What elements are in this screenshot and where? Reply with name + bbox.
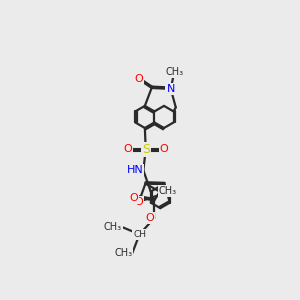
Text: CH₃: CH₃ (159, 186, 177, 196)
Text: S: S (142, 143, 150, 156)
Text: O: O (123, 144, 132, 154)
Text: HN: HN (127, 165, 143, 176)
Text: O: O (146, 213, 154, 223)
Text: O: O (134, 74, 143, 84)
Text: O: O (160, 144, 168, 154)
Text: CH₃: CH₃ (165, 67, 183, 77)
Text: CH: CH (133, 230, 146, 239)
Text: N: N (167, 84, 175, 94)
Text: O: O (129, 193, 138, 202)
Text: CH₃: CH₃ (104, 222, 122, 232)
Text: O: O (134, 196, 143, 207)
Text: CH₃: CH₃ (114, 248, 132, 258)
